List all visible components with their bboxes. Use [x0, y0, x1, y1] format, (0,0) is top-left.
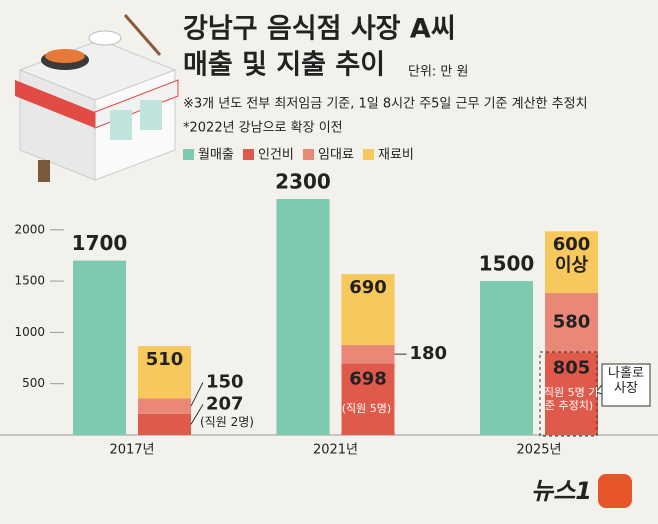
value-label: 510	[145, 349, 184, 371]
bar	[480, 281, 533, 435]
logo-badge	[598, 474, 632, 508]
leader-line	[190, 404, 204, 425]
annotation: (직원 5명 기준 추정치)	[539, 386, 599, 412]
y-tick-label: 500	[22, 376, 45, 390]
bar	[276, 199, 330, 435]
y-tick-label: 1500	[14, 274, 45, 288]
bar-segment	[138, 398, 191, 414]
value-label: 690	[349, 277, 387, 299]
value-label: 2300	[275, 170, 331, 194]
annotation: 나홀로 사장	[608, 366, 644, 396]
legend-swatch	[243, 149, 254, 160]
bar-segment	[341, 344, 395, 364]
legend-swatch	[303, 149, 314, 160]
value-label: 805	[553, 357, 591, 378]
legend-label: 재료비	[378, 148, 414, 163]
callout-pointer	[595, 383, 603, 395]
legend-label: 월매출	[198, 148, 234, 163]
bar-segment	[545, 231, 598, 293]
title: 강남구 음식점 사장 A씨	[183, 14, 456, 45]
legend-swatch	[183, 149, 194, 160]
bar-segment	[341, 363, 395, 435]
value-label: 180	[410, 343, 448, 364]
note: *2022년 강남으로 확장 이전	[183, 121, 343, 136]
bar-segment	[138, 346, 191, 399]
source-logo: 뉴스1	[531, 477, 592, 505]
value-label: 1700	[72, 231, 128, 255]
note: ※3개 년도 전부 최저임금 기준, 1일 8시간 주5일 근무 기준 계산한 …	[183, 97, 588, 112]
bar-segment	[341, 274, 395, 345]
x-tick-label: 2025년	[516, 443, 561, 458]
legend-label: 임대료	[318, 148, 354, 163]
value-label: 698	[349, 368, 387, 389]
x-tick-label: 2017년	[109, 443, 154, 458]
value-label: 207	[206, 393, 244, 414]
bar-segment	[138, 413, 191, 435]
annotation: (직원 5명)	[341, 402, 392, 415]
value-label: 150	[206, 371, 244, 392]
y-tick-label: 1000	[14, 325, 45, 339]
y-tick-label: 2000	[14, 222, 45, 236]
value-label: 600 이상	[552, 234, 591, 276]
callout-box	[601, 363, 651, 407]
bar-segment	[545, 352, 598, 435]
unit: 단위: 만 원	[408, 65, 469, 80]
x-tick-label: 2021년	[313, 443, 358, 458]
illustration	[15, 14, 179, 182]
annotation: (직원 2명)	[200, 415, 254, 429]
legend-label: 인건비	[258, 148, 294, 163]
dashed-box	[539, 351, 598, 437]
bar-segment	[545, 292, 598, 353]
legend-swatch	[363, 149, 374, 160]
value-label: 580	[553, 312, 591, 333]
value-label: 1500	[479, 252, 535, 276]
subtitle: 매출 및 지출 추이	[183, 50, 385, 81]
bar	[73, 260, 126, 435]
leader-line	[190, 382, 204, 407]
